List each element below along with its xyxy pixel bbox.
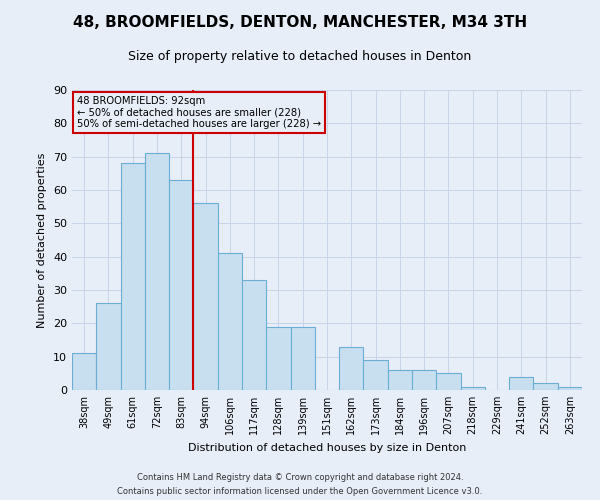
Bar [364,360,388,390]
Bar [412,370,436,390]
Bar [266,326,290,390]
Bar [193,204,218,390]
Bar [388,370,412,390]
Text: Contains public sector information licensed under the Open Government Licence v3: Contains public sector information licen… [118,488,482,496]
Bar [436,374,461,390]
Bar [533,384,558,390]
Text: 48, BROOMFIELDS, DENTON, MANCHESTER, M34 3TH: 48, BROOMFIELDS, DENTON, MANCHESTER, M34… [73,15,527,30]
Text: Size of property relative to detached houses in Denton: Size of property relative to detached ho… [128,50,472,63]
Bar [145,154,169,390]
Bar [218,254,242,390]
Text: 48 BROOMFIELDS: 92sqm
← 50% of detached houses are smaller (228)
50% of semi-det: 48 BROOMFIELDS: 92sqm ← 50% of detached … [77,96,321,129]
Bar [290,326,315,390]
Bar [169,180,193,390]
Y-axis label: Number of detached properties: Number of detached properties [37,152,47,328]
Bar [242,280,266,390]
Bar [558,386,582,390]
X-axis label: Distribution of detached houses by size in Denton: Distribution of detached houses by size … [188,442,466,452]
Bar [461,386,485,390]
Text: Contains HM Land Registry data © Crown copyright and database right 2024.: Contains HM Land Registry data © Crown c… [137,472,463,482]
Bar [121,164,145,390]
Bar [72,354,96,390]
Bar [509,376,533,390]
Bar [339,346,364,390]
Bar [96,304,121,390]
